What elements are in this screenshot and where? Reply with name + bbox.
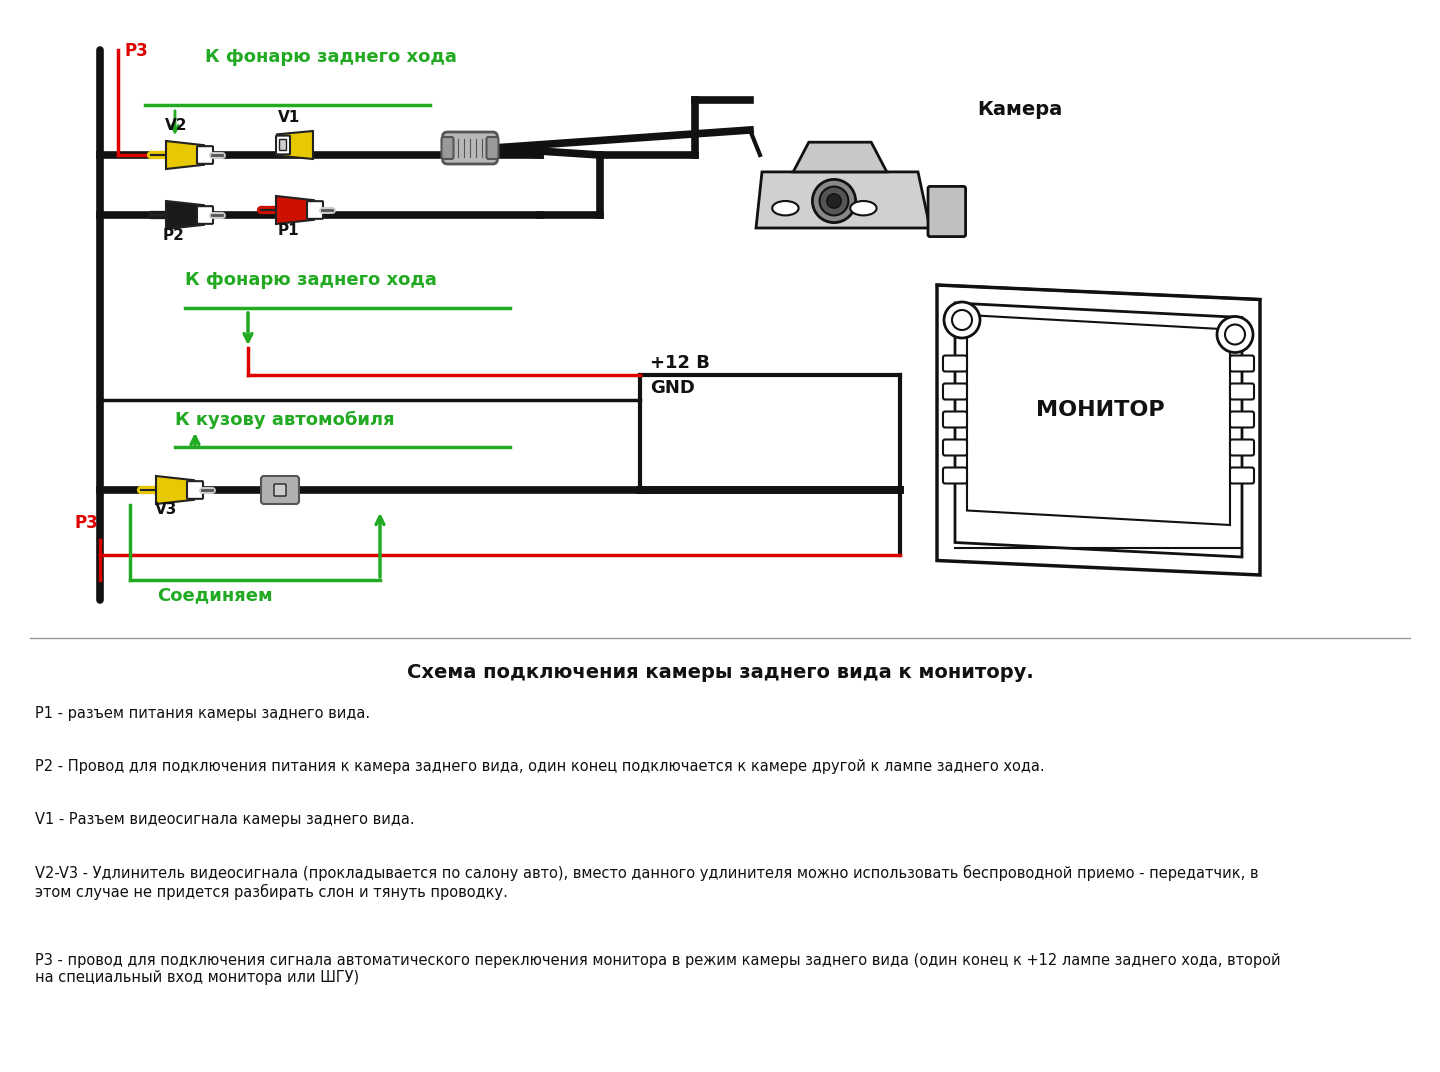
Text: К кузову автомобиля: К кузову автомобиля xyxy=(176,411,395,429)
Circle shape xyxy=(945,302,981,338)
Text: Камера: Камера xyxy=(978,100,1063,119)
Text: Р1 - разъем питания камеры заднего вида.: Р1 - разъем питания камеры заднего вида. xyxy=(35,706,370,721)
Circle shape xyxy=(827,194,841,208)
FancyBboxPatch shape xyxy=(197,206,213,224)
Text: V1 - Разъем видеосигнала камеры заднего вида.: V1 - Разъем видеосигнала камеры заднего … xyxy=(35,812,415,827)
FancyBboxPatch shape xyxy=(261,476,300,504)
FancyBboxPatch shape xyxy=(187,481,203,498)
Text: P3: P3 xyxy=(125,42,148,60)
Polygon shape xyxy=(276,131,312,159)
Text: К фонарю заднего хода: К фонарю заднего хода xyxy=(184,271,436,289)
Text: +12 В: +12 В xyxy=(649,354,710,372)
FancyBboxPatch shape xyxy=(1230,440,1254,456)
Text: Схема подключения камеры заднего вида к монитору.: Схема подключения камеры заднего вида к … xyxy=(406,662,1034,682)
Circle shape xyxy=(812,179,855,223)
Text: МОНИТОР: МОНИТОР xyxy=(1035,400,1165,420)
FancyBboxPatch shape xyxy=(307,202,323,219)
Ellipse shape xyxy=(850,202,877,215)
FancyBboxPatch shape xyxy=(1230,412,1254,428)
Text: К фонарю заднего хода: К фонарю заднего хода xyxy=(204,48,456,66)
FancyBboxPatch shape xyxy=(279,139,287,150)
Text: GND: GND xyxy=(649,379,696,397)
Polygon shape xyxy=(756,172,930,228)
Text: V3: V3 xyxy=(156,502,177,517)
FancyBboxPatch shape xyxy=(943,384,968,400)
Polygon shape xyxy=(166,142,204,169)
Polygon shape xyxy=(793,143,887,172)
FancyBboxPatch shape xyxy=(487,137,498,159)
Text: Р2 - Провод для подключения питания к камера заднего вида, один конец подключает: Р2 - Провод для подключения питания к ка… xyxy=(35,759,1044,774)
FancyBboxPatch shape xyxy=(1230,356,1254,372)
Circle shape xyxy=(1217,316,1253,353)
Text: P3: P3 xyxy=(75,513,99,532)
FancyBboxPatch shape xyxy=(442,137,454,159)
Text: P1: P1 xyxy=(278,223,300,238)
FancyBboxPatch shape xyxy=(276,135,289,154)
FancyBboxPatch shape xyxy=(442,132,497,164)
Polygon shape xyxy=(937,285,1260,575)
FancyBboxPatch shape xyxy=(1230,384,1254,400)
FancyBboxPatch shape xyxy=(197,146,213,164)
FancyBboxPatch shape xyxy=(943,412,968,428)
Circle shape xyxy=(952,310,972,330)
FancyBboxPatch shape xyxy=(943,440,968,456)
Circle shape xyxy=(1225,325,1246,344)
Text: Р3 - провод для подключения сигнала автоматического переключения монитора в режи: Р3 - провод для подключения сигнала авто… xyxy=(35,953,1280,985)
Polygon shape xyxy=(276,196,314,224)
Text: V1: V1 xyxy=(278,110,301,125)
Polygon shape xyxy=(968,315,1230,525)
Polygon shape xyxy=(166,202,204,229)
Text: V2: V2 xyxy=(166,118,187,133)
FancyBboxPatch shape xyxy=(274,483,287,496)
Text: V2-V3 - Удлинитель видеосигнала (прокладывается по салону авто), вместо данного : V2-V3 - Удлинитель видеосигнала (проклад… xyxy=(35,865,1259,899)
Polygon shape xyxy=(156,476,194,504)
FancyBboxPatch shape xyxy=(927,187,966,237)
Text: P2: P2 xyxy=(163,228,184,243)
Circle shape xyxy=(819,187,848,215)
FancyBboxPatch shape xyxy=(943,356,968,372)
FancyBboxPatch shape xyxy=(943,467,968,483)
Ellipse shape xyxy=(772,202,799,215)
FancyBboxPatch shape xyxy=(1230,467,1254,483)
Text: Соединяем: Соединяем xyxy=(157,586,272,604)
Polygon shape xyxy=(955,303,1241,557)
